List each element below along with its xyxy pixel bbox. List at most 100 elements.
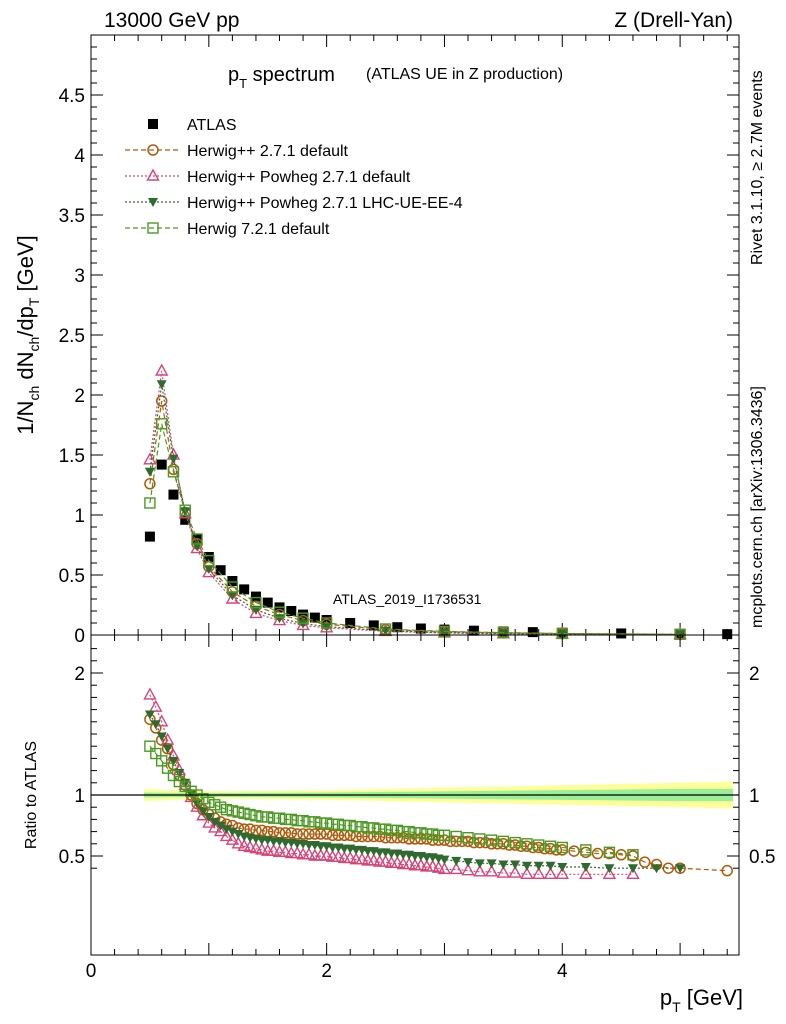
ratio-data-point — [297, 814, 309, 827]
ylabel-part1: 1/N — [13, 401, 38, 435]
collision-energy-label: 13000 GeV pp — [104, 9, 239, 32]
ratio-data-point — [615, 849, 627, 861]
ratio-y-tick-label: 1 — [74, 786, 85, 807]
ratio-data-point — [168, 756, 179, 766]
main-y-tick-label: 1.5 — [59, 446, 85, 467]
main-data-point — [368, 620, 379, 631]
main-y-axis-label: 1/Nch dNch/dpT [GeV] — [13, 235, 42, 435]
main-data-point — [250, 596, 262, 609]
ratio-data-point — [266, 843, 281, 856]
ratio-data-point — [256, 811, 268, 823]
ratio-data-point — [213, 824, 228, 837]
ratio-data-point — [651, 864, 662, 874]
main-data-point — [179, 504, 191, 516]
ratio-data-point — [215, 821, 226, 831]
ratio-data-point — [462, 832, 474, 844]
ratio-data-point — [227, 827, 238, 837]
main-data-point — [227, 576, 238, 586]
ratio-data-point — [368, 822, 380, 834]
ratio-panel: 0.5 0.5 1 1 2 2 0 2 4 Ratio to ATLAS pT [GeV] — [23, 634, 775, 1015]
ratio-data-point — [603, 846, 616, 859]
ratio-data-point — [150, 720, 161, 730]
ratio-data-point — [461, 863, 475, 876]
ratio-data-point — [550, 844, 563, 856]
rivet-version-label: Rivet 3.1.10, ≥ 2.7M events — [749, 70, 766, 265]
main-data-point — [309, 612, 320, 623]
ratio-data-point — [591, 847, 604, 860]
ratio-data-point — [355, 852, 369, 865]
ratio-data-point — [344, 819, 356, 832]
main-data-point — [286, 606, 297, 616]
ratio-data-point — [379, 831, 392, 844]
ratio-series-line — [149, 745, 634, 856]
ratio-data-point — [209, 817, 220, 827]
main-data-point — [155, 418, 168, 430]
ylabel-sub1: ch — [26, 386, 42, 401]
ratio-data-point — [426, 828, 439, 840]
ratio-data-point — [521, 838, 533, 850]
main-series-line — [149, 370, 681, 636]
ratio-data-point — [437, 861, 452, 875]
main-data-point — [202, 565, 216, 578]
ratio-data-point — [319, 848, 334, 861]
ratio-data-point — [373, 830, 386, 843]
ratio-data-point — [309, 816, 321, 828]
ratio-data-point — [627, 849, 639, 861]
ylabel-part4: [GeV] — [13, 235, 38, 297]
ratio-data-point — [174, 769, 185, 779]
ratio-data-point — [256, 824, 268, 837]
main-data-point — [168, 489, 179, 500]
ratio-data-point — [538, 842, 551, 855]
ratio-data-point — [220, 803, 233, 816]
ratio-data-point — [221, 825, 232, 835]
ratio-y-tick-label-right: 0.5 — [749, 847, 775, 868]
ratio-data-point — [527, 841, 539, 854]
main-data-point — [155, 363, 169, 376]
ratio-data-point — [568, 845, 580, 857]
ratio-data-point — [285, 827, 298, 839]
main-y-tick-label: 1 — [74, 506, 85, 527]
ratio-data-point — [326, 829, 339, 842]
ratio-data-point — [320, 817, 333, 829]
ratio-data-point — [244, 808, 256, 821]
main-data-point — [156, 459, 167, 470]
ratio-data-point — [508, 865, 522, 878]
main-data-point — [297, 612, 309, 624]
main-panel: 00.511.522.533.544.5 pT spectrum (ATLAS … — [13, 34, 740, 647]
ratio-x-ticks: 0 2 4 — [86, 635, 728, 982]
ratio-data-point — [367, 853, 381, 866]
analysis-watermark: ATLAS_2019_I1736531 — [333, 591, 482, 607]
ratio-data-point — [580, 844, 592, 856]
ratio-data-point — [496, 865, 511, 878]
ratio-data-point — [302, 847, 316, 860]
x-tick-label: 0 — [86, 961, 97, 982]
ratio-data-point — [185, 785, 197, 798]
ratio-data-point — [510, 860, 521, 870]
ratio-data-point — [233, 830, 244, 840]
ratio-data-point — [378, 854, 393, 867]
ratio-data-point — [209, 799, 221, 811]
ratio-data-point — [303, 828, 315, 840]
ratio-data-point — [473, 864, 487, 877]
main-y-ticks: 0 0.5 1 1.5 2 2.5 3 3.5 4 4.5 — [59, 34, 739, 647]
xlabel-p: p — [660, 985, 672, 1010]
ratio-series-3 — [144, 740, 639, 861]
ratio-data-point — [303, 816, 315, 828]
main-data-point — [144, 497, 156, 509]
ratio-data-point — [385, 824, 398, 837]
ratio-data-point — [555, 866, 569, 879]
x-tick-label: 4 — [557, 961, 568, 982]
ratio-data-point — [291, 828, 303, 840]
ratio-data-point — [203, 812, 214, 822]
ratio-data-point — [521, 861, 532, 871]
main-data-point — [155, 395, 168, 407]
main-data-point — [392, 622, 403, 633]
ratio-data-point — [262, 811, 274, 823]
ratio-data-point — [338, 819, 351, 832]
ratio-data-point — [332, 818, 345, 830]
main-data-point — [144, 478, 156, 490]
ratio-data-point — [544, 840, 557, 852]
ratio-data-point — [285, 813, 297, 826]
legend-entry-label: ATLAS — [187, 117, 237, 134]
ratio-data-point — [580, 862, 591, 872]
